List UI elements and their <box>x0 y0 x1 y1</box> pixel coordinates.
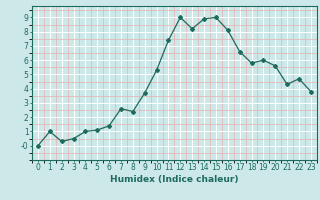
X-axis label: Humidex (Indice chaleur): Humidex (Indice chaleur) <box>110 175 239 184</box>
